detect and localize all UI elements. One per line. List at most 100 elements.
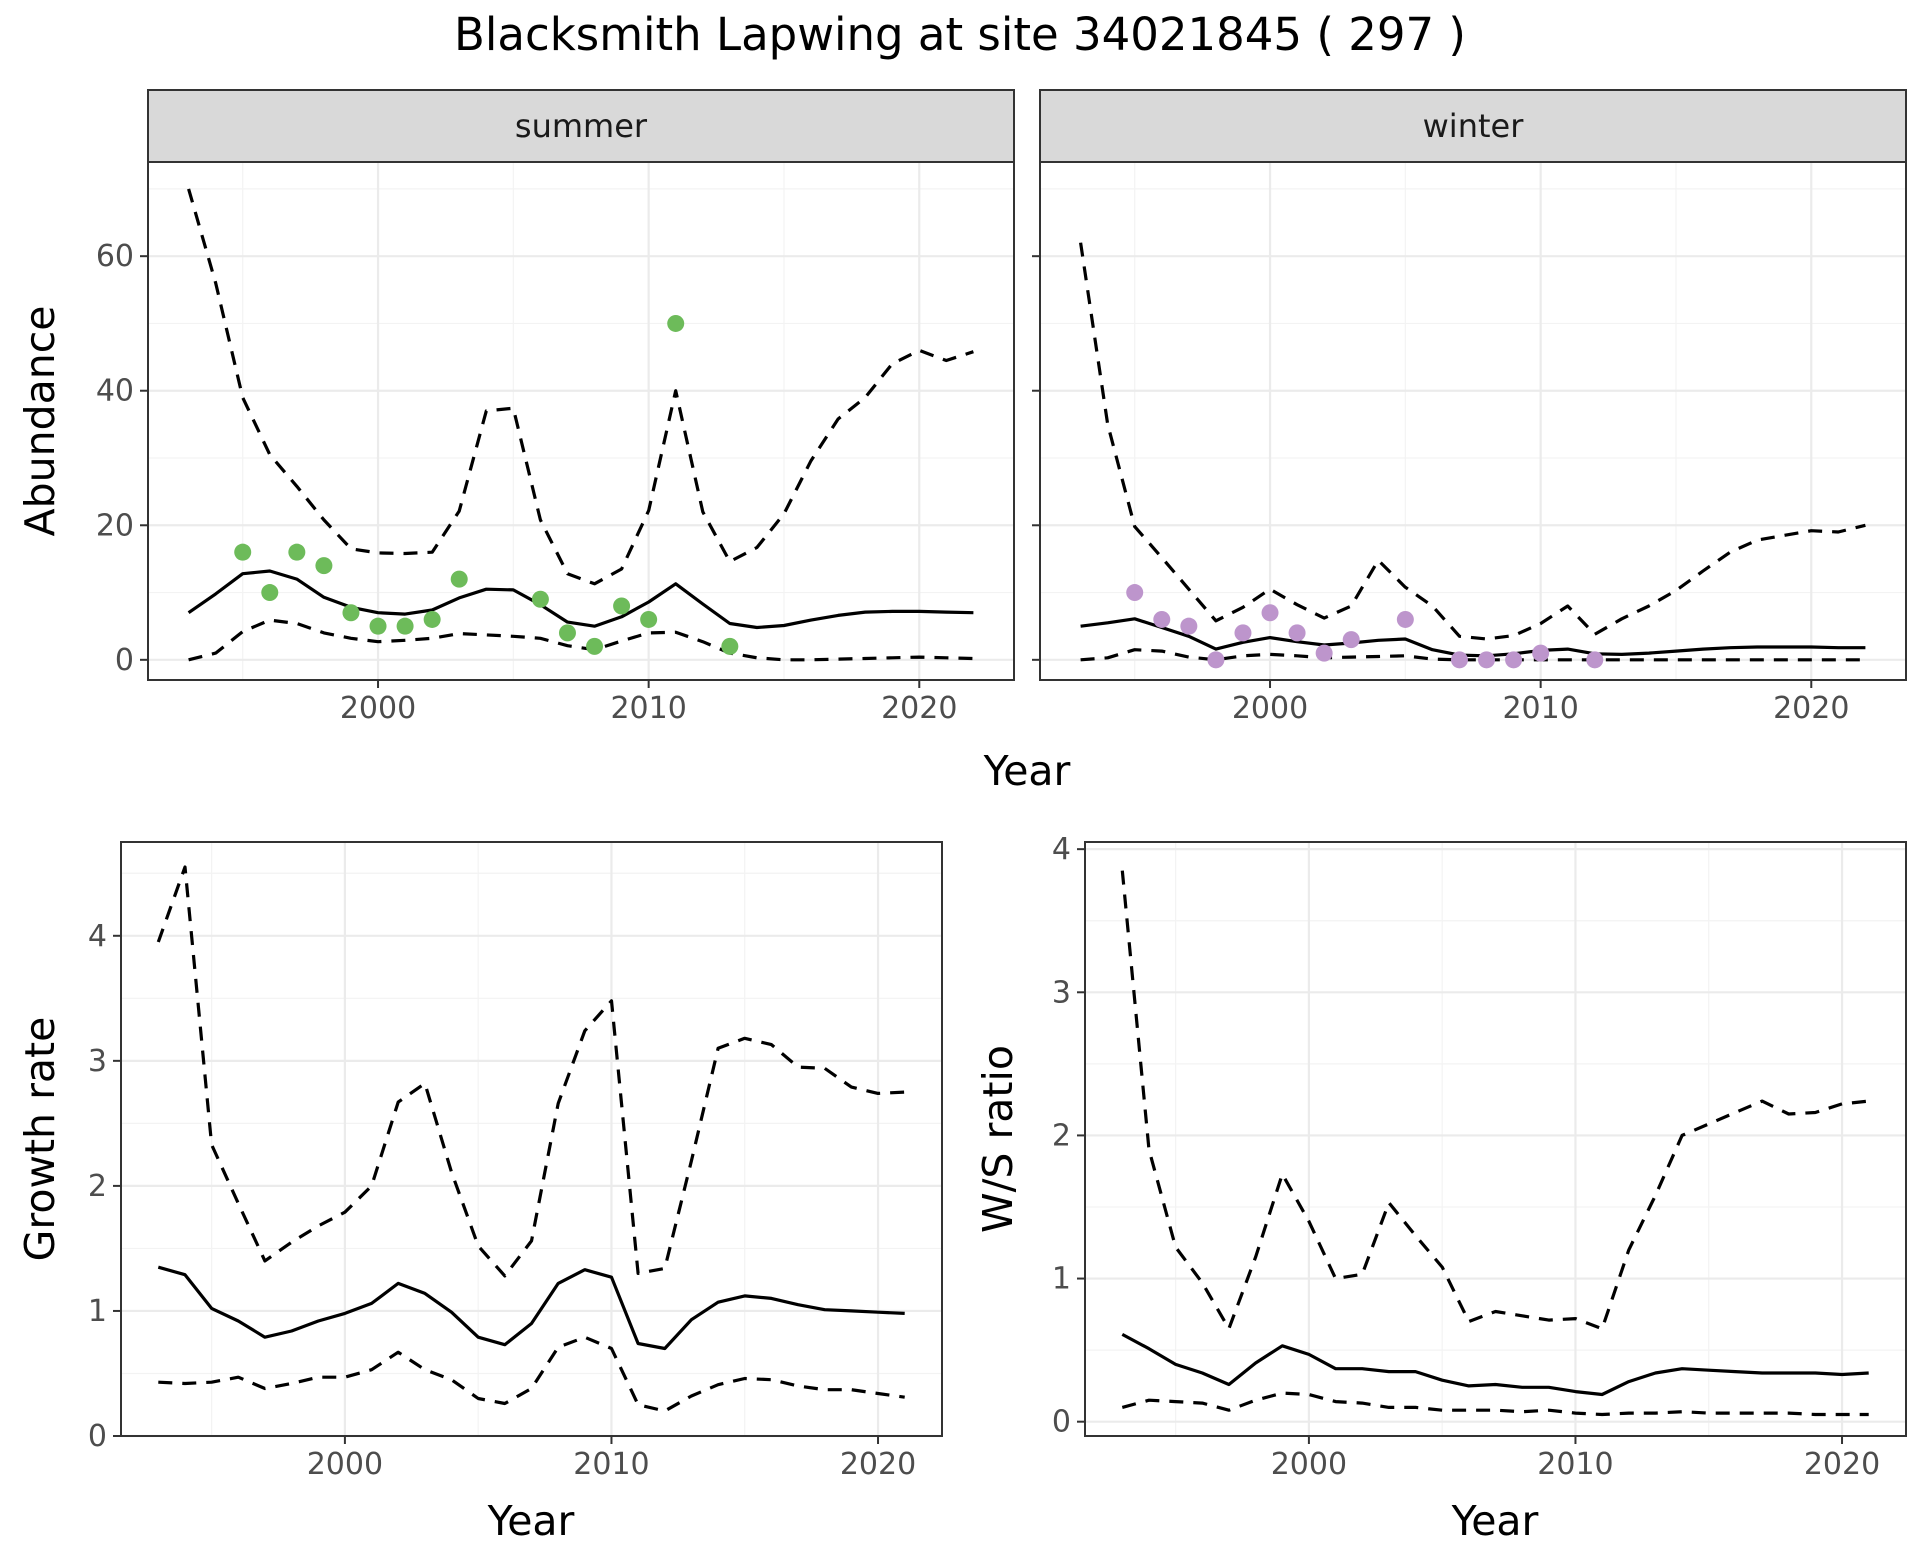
- summer-series: [187, 188, 974, 662]
- growth-y-tick-label: 0: [88, 1419, 107, 1454]
- winter-observed-point: [1207, 651, 1225, 669]
- winter-x-tick-label: 2010: [1502, 691, 1578, 726]
- summer-observed-point: [234, 543, 252, 561]
- summer-observed-point: [531, 590, 549, 608]
- abundance-y-axis-title: Abundance: [16, 306, 64, 537]
- summer-y-tick-label: 40: [96, 374, 134, 409]
- winter-x-tick-label: 2020: [1773, 691, 1849, 726]
- summer-observed-point: [586, 637, 604, 655]
- summer-strip-label: summer: [515, 107, 648, 145]
- ws-y-tick-label: 1: [1052, 1262, 1071, 1297]
- abundance-x-axis-title: Year: [983, 747, 1071, 795]
- winter-x-tick-label: 2000: [1232, 691, 1308, 726]
- summer-lower-bound-line: [188, 618, 974, 662]
- summer-observed-point: [667, 314, 685, 332]
- growth-x-tick-label: 2000: [307, 1447, 383, 1482]
- summer-observed-point: [342, 604, 360, 622]
- summer-observed-point: [261, 584, 279, 602]
- winter-upper-bound-line: [1079, 242, 1866, 641]
- winter-observed-point: [1478, 651, 1496, 669]
- abundance-summer-panel: summer 2000 2010 2020 0 20 40 60: [96, 89, 1015, 726]
- ws-y-axis: 0 1 2 3 4: [1052, 832, 1085, 1440]
- growth-y-tick-label: 1: [88, 1294, 107, 1329]
- summer-observed-point: [288, 543, 306, 561]
- summer-panel-border: [147, 161, 1015, 681]
- ws-x-tick-label: 2010: [1537, 1447, 1613, 1482]
- growth-y-tick-label: 4: [88, 919, 107, 954]
- winter-strip-label: winter: [1423, 107, 1525, 145]
- winter-observed-point: [1180, 617, 1198, 635]
- winter-series: [1079, 242, 1866, 669]
- growth-panel-border: [120, 841, 943, 1437]
- summer-x-tick-label: 2010: [610, 691, 686, 726]
- summer-strip: [147, 89, 1015, 163]
- abundance-winter-panel: winter 2000 2010 2020: [1032, 89, 1907, 726]
- summer-mean-line: [187, 569, 974, 630]
- winter-panel-border: [1039, 161, 1907, 681]
- summer-x-axis: 2000 2010 2020: [340, 680, 957, 726]
- growth-y-axis: 0 1 2 3 4: [88, 919, 121, 1454]
- ws-upper-bound-line: [1120, 870, 1869, 1331]
- ws-x-axis: 2000 2010 2020: [1271, 1436, 1880, 1482]
- winter-observed-point: [1315, 644, 1333, 662]
- ws-x-axis-title: Year: [1451, 1497, 1539, 1545]
- summer-observed-point: [396, 617, 414, 635]
- ws-ratio-panel: 2000 2010 2020 0 1 2 3 4: [1052, 832, 1907, 1482]
- ws-x-tick-label: 2020: [1804, 1447, 1880, 1482]
- winter-observed-point: [1342, 631, 1360, 649]
- summer-observed-point: [450, 570, 468, 588]
- summer-observed-point: [369, 617, 387, 635]
- growth-y-axis-title: Growth rate: [16, 1017, 64, 1262]
- growth-y-tick-label: 3: [88, 1044, 107, 1079]
- summer-y-tick-label: 20: [96, 508, 134, 543]
- winter-observed-point: [1234, 624, 1252, 642]
- summer-x-tick-label: 2020: [881, 691, 957, 726]
- growth-x-tick-label: 2010: [573, 1447, 649, 1482]
- growth-series: [156, 865, 905, 1413]
- growth-x-axis-title: Year: [487, 1497, 575, 1545]
- winter-observed-point: [1586, 651, 1604, 669]
- ws-x-tick-label: 2000: [1271, 1447, 1347, 1482]
- ws-gridlines: [1085, 842, 1906, 1436]
- winter-observed-point: [1450, 651, 1468, 669]
- winter-mean-line: [1080, 617, 1866, 658]
- winter-observed-point: [1532, 644, 1550, 662]
- winter-observed-point: [1261, 604, 1279, 622]
- ws-y-tick-label: 3: [1052, 975, 1071, 1010]
- growth-x-axis: 2000 2010 2020: [307, 1436, 916, 1482]
- growth-lower-bound-line: [158, 1335, 905, 1413]
- ws-y-tick-label: 4: [1052, 832, 1071, 867]
- summer-observed-point: [721, 637, 739, 655]
- winter-observed-point: [1288, 624, 1306, 642]
- summer-observed-point: [640, 610, 658, 628]
- growth-mean-line: [157, 1265, 905, 1351]
- summer-observed-point: [315, 557, 333, 575]
- growth-rate-panel: 2000 2010 2020 0 1 2 3 4: [88, 841, 943, 1482]
- summer-observed-point: [423, 610, 441, 628]
- winter-strip: [1039, 89, 1907, 163]
- ws-y-tick-label: 0: [1052, 1405, 1071, 1440]
- ws-y-tick-label: 2: [1052, 1118, 1071, 1153]
- growth-upper-bound-line: [156, 865, 905, 1278]
- summer-y-tick-label: 60: [96, 239, 134, 274]
- ws-y-axis-title: W/S ratio: [974, 1045, 1022, 1233]
- summer-x-tick-label: 2000: [340, 691, 416, 726]
- summer-observed-point: [613, 597, 631, 615]
- winter-observed-point: [1153, 610, 1171, 628]
- winter-observed-point: [1505, 651, 1523, 669]
- ws-mean-line: [1121, 1332, 1869, 1397]
- winter-x-axis: 2000 2010 2020: [1032, 255, 1849, 726]
- summer-y-tick-label: 0: [115, 643, 134, 678]
- winter-observed-point: [1396, 610, 1414, 628]
- growth-x-tick-label: 2020: [840, 1447, 916, 1482]
- figure-title: Blacksmith Lapwing at site 34021845 ( 29…: [454, 8, 1466, 61]
- summer-observed-point: [558, 624, 576, 642]
- ws-panel-border: [1084, 841, 1907, 1437]
- growth-y-tick-label: 2: [88, 1169, 107, 1204]
- winter-observed-point: [1126, 584, 1144, 602]
- ws-lower-bound-line: [1121, 1391, 1869, 1417]
- ws-series: [1120, 870, 1869, 1417]
- summer-y-axis: 0 20 40 60: [96, 239, 148, 678]
